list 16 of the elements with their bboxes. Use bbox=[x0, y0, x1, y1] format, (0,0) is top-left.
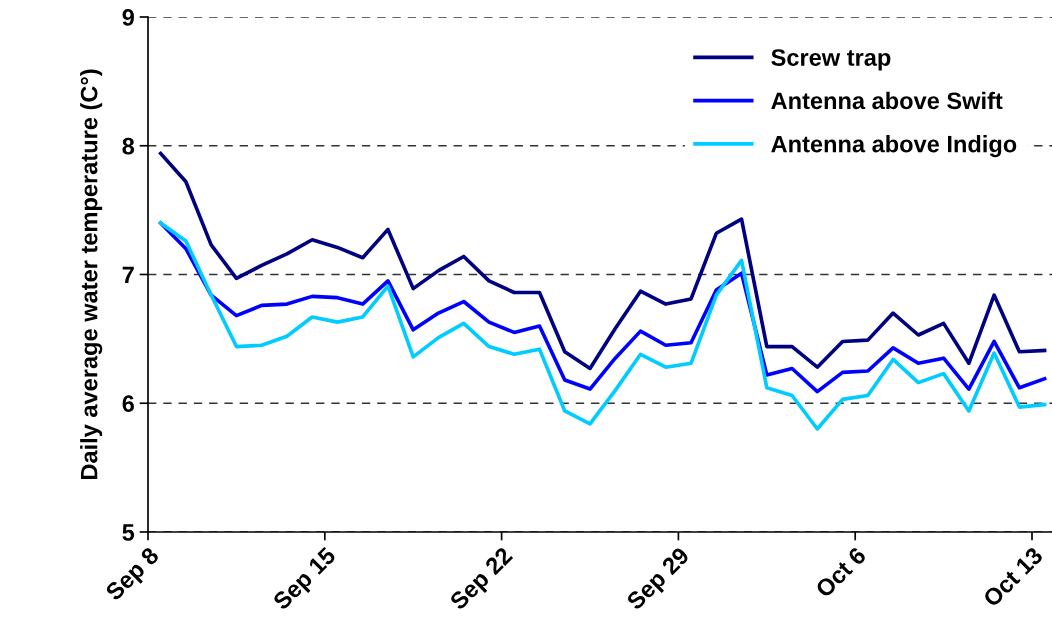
x-tick-label: Sep 29 bbox=[625, 546, 694, 615]
legend-label: Antenna above Indigo bbox=[771, 135, 1017, 158]
y-tick-label: 6 bbox=[122, 395, 134, 413]
x-tick-label: Sep 15 bbox=[271, 546, 340, 615]
x-tick-label: Sep 22 bbox=[448, 546, 517, 615]
line-series bbox=[158, 221, 1047, 431]
legend-label: Screw trap bbox=[771, 49, 891, 71]
y-tick-label: 9 bbox=[122, 9, 134, 26]
x-tick-label: Sep 8 bbox=[104, 546, 164, 605]
x-tick-label: Oct 6 bbox=[814, 546, 867, 599]
y-tick-label: 7 bbox=[122, 266, 134, 284]
y-axis-title: Daily average water temperature (C°) bbox=[80, 69, 103, 480]
legend-label: Antenna above Swift bbox=[771, 91, 1003, 110]
y-tick-label: 5 bbox=[122, 524, 135, 541]
y-tick-label: 8 bbox=[122, 137, 135, 155]
x-tick-label: Oct 13 bbox=[982, 546, 1044, 608]
